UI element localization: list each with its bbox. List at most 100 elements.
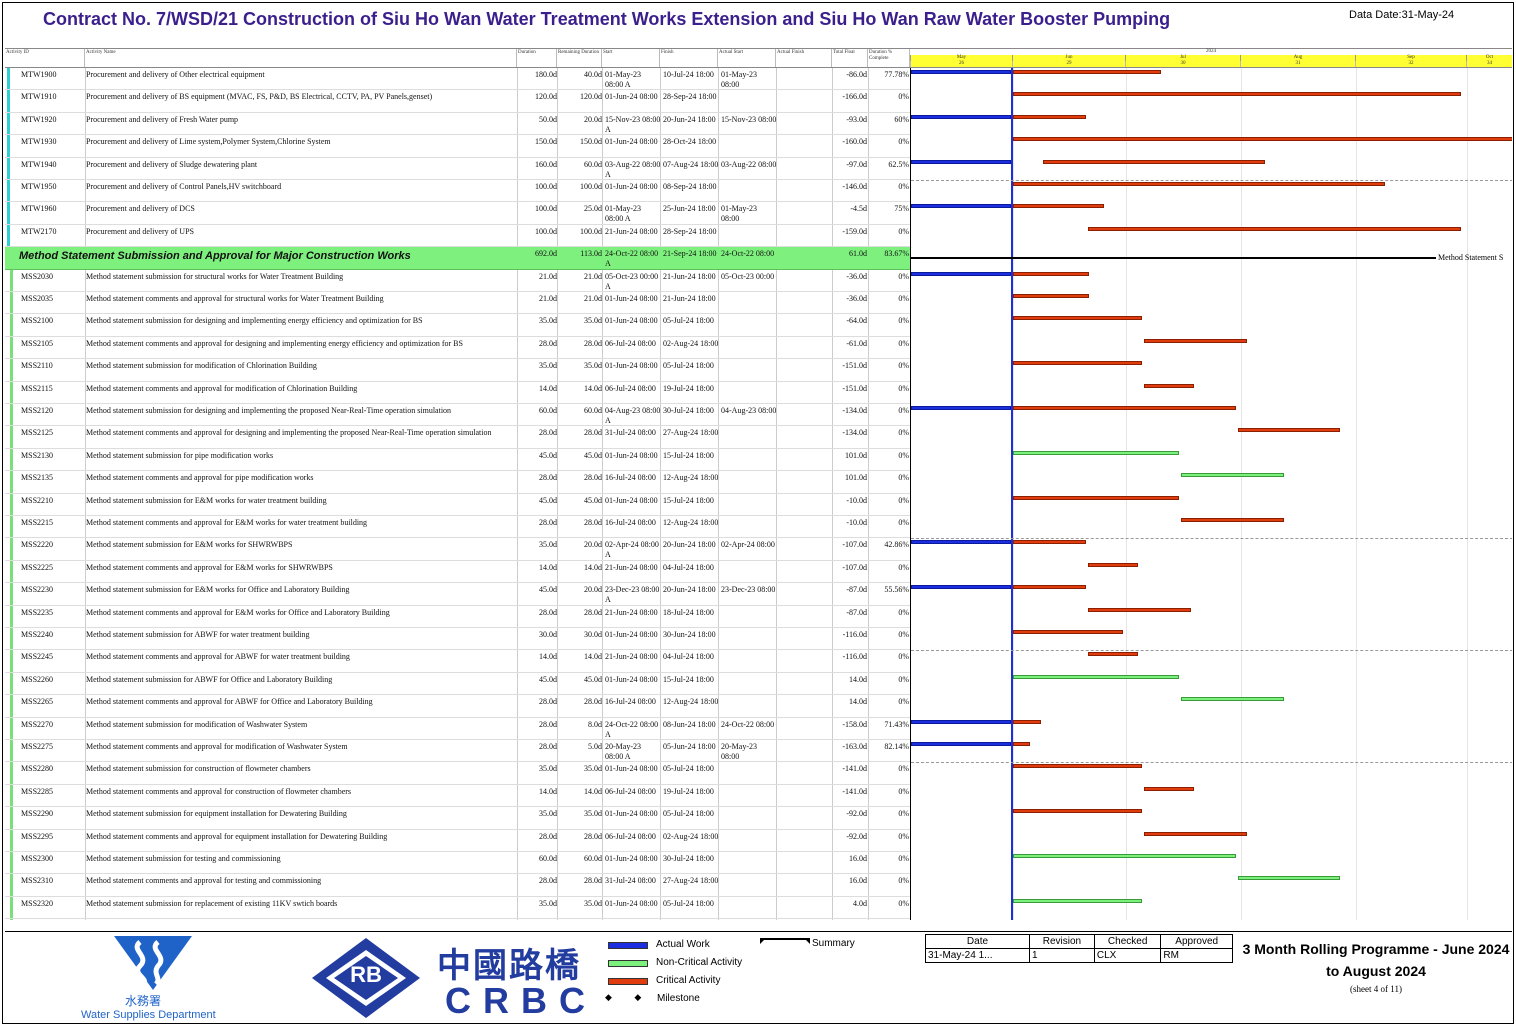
col-duration[interactable]: Duration [517,49,557,67]
table-row[interactable]: MSS2225 Method statement comments and app… [5,561,910,584]
activity-id: MSS2120 [21,406,54,415]
critical-activity-bar[interactable] [1088,226,1461,231]
critical-activity-bar[interactable] [1043,159,1265,164]
table-row[interactable]: MSS2220 Method statement submission for E… [5,538,910,561]
table-row[interactable]: MTW2170 Procurement and delivery of UPS 10… [5,225,910,248]
col-activity-name[interactable]: Activity Name [85,49,517,67]
critical-activity-bar[interactable] [1144,338,1247,343]
critical-activity-bar[interactable] [1013,294,1089,298]
critical-activity-bar[interactable] [1013,585,1086,590]
col-pct-complete[interactable]: Duration % Complete [868,49,910,67]
table-row[interactable]: MTW1930 Procurement and delivery of Lime … [5,135,910,158]
critical-activity-bar[interactable] [1238,428,1340,433]
table-row[interactable]: MTW1960 Procurement and delivery of DCS 10… [5,202,910,225]
actual-work-bar[interactable] [911,406,1011,410]
critical-activity-bar[interactable] [1013,809,1142,814]
critical-activity-bar[interactable] [1013,630,1123,634]
finish-date: 05-Jul-24 18:00 [663,809,714,819]
table-row[interactable]: MSS2135 Method statement comments and app… [5,471,910,494]
wbs-band-row[interactable]: Method Statement Submission and Approval… [5,247,910,270]
table-row[interactable]: MSS2110 Method statement submission for m… [5,359,910,382]
actual-work-bar[interactable] [911,719,1011,724]
actual-work-bar[interactable] [911,585,1011,590]
col-actual-finish[interactable]: Actual Finish [776,49,832,67]
noncritical-activity-bar[interactable] [1013,898,1142,903]
critical-activity-bar[interactable] [1013,92,1461,97]
table-row[interactable]: MSS2245 Method statement comments and app… [5,650,910,673]
table-row[interactable]: MSS2210 Method statement submission for E… [5,494,910,516]
critical-activity-bar[interactable] [1088,607,1191,612]
critical-activity-bar[interactable] [1088,562,1138,567]
actual-work-bar[interactable] [911,114,1011,119]
table-row[interactable]: MSS2295 Method statement comments and app… [5,830,910,852]
critical-activity-bar[interactable] [1013,764,1142,769]
table-row[interactable]: MSS2100 Method statement submission for d… [5,314,910,337]
critical-activity-bar[interactable] [1013,137,1512,142]
table-row[interactable]: MSS2310 Method statement comments and app… [5,874,910,897]
critical-activity-bar[interactable] [1013,406,1236,410]
noncritical-activity-bar[interactable] [1013,450,1179,455]
table-row[interactable]: MSS2120 Method statement submission for d… [5,404,910,427]
noncritical-activity-bar[interactable] [1013,674,1179,679]
actual-work-bar[interactable] [911,204,1011,209]
noncritical-activity-bar[interactable] [1238,876,1340,881]
critical-activity-bar[interactable] [1181,518,1284,522]
critical-activity-bar[interactable] [1013,361,1142,366]
noncritical-activity-bar[interactable] [1181,473,1284,478]
critical-activity-bar[interactable] [1013,114,1086,119]
critical-activity-bar[interactable] [1013,70,1161,74]
month-jun: Jun [1012,55,1125,61]
col-remaining-duration[interactable]: Remaining Duration [557,49,602,67]
table-row[interactable]: MTW1910 Procurement and delivery of BS eq… [5,90,910,113]
table-row[interactable]: MTW1900 Procurement and delivery of Other… [5,68,910,91]
critical-activity-bar[interactable] [1144,831,1247,836]
table-row[interactable]: MSS2285 Method statement comments and app… [5,785,910,808]
critical-activity-bar[interactable] [1013,271,1089,276]
critical-activity-bar[interactable] [1013,182,1385,186]
table-row[interactable]: MSS2130 Method statement submission for p… [5,449,910,472]
table-row[interactable]: MSS2320 Method statement submission for r… [5,897,910,920]
critical-activity-bar[interactable] [1144,786,1194,791]
critical-activity-bar[interactable] [1013,316,1142,321]
noncritical-activity-bar[interactable] [1181,697,1284,702]
col-start[interactable]: Start [602,49,660,67]
critical-activity-bar[interactable] [1013,742,1030,746]
actual-work-bar[interactable] [911,70,1011,74]
table-row[interactable]: MSS2030 Method statement submission for s… [5,270,910,292]
summary-bar[interactable] [911,257,1436,260]
critical-activity-bar[interactable] [1088,652,1138,657]
table-row[interactable]: MSS2260 Method statement submission for A… [5,673,910,696]
table-row[interactable]: MSS2125 Method statement comments and app… [5,426,910,449]
table-row[interactable]: MSS2290 Method statement submission for e… [5,807,910,830]
table-row[interactable]: MSS2275 Method statement comments and app… [5,740,910,763]
table-row[interactable]: MTW1940 Procurement and delivery of Sludg… [5,158,910,180]
finish-date: 05-Jul-24 18:00 [663,316,714,326]
noncritical-activity-bar[interactable] [1013,854,1236,858]
col-actual-start[interactable]: Actual Start [718,49,776,67]
table-row[interactable]: MSS2035 Method statement comments and app… [5,292,910,315]
col-finish[interactable]: Finish [660,49,718,67]
actual-work-bar[interactable] [911,540,1011,545]
table-row[interactable]: MSS2230 Method statement submission for E… [5,583,910,606]
table-row[interactable]: MSS2270 Method statement submission for m… [5,718,910,740]
critical-activity-bar[interactable] [1144,383,1194,388]
table-row[interactable]: MSS2280 Method statement submission for c… [5,762,910,785]
col-total-float[interactable]: Total Float [832,49,868,67]
col-activity-id[interactable]: Activity ID [5,49,85,67]
critical-activity-bar[interactable] [1013,204,1104,209]
table-row[interactable]: MSS2300 Method statement submission for t… [5,852,910,875]
table-row[interactable]: MSS2115 Method statement comments and app… [5,382,910,404]
table-row[interactable]: MSS2265 Method statement comments and app… [5,695,910,718]
table-row[interactable]: MSS2105 Method statement comments and app… [5,337,910,360]
table-row[interactable]: MTW1920 Procurement and delivery of Fresh… [5,113,910,136]
table-row[interactable]: MTW1950 Procurement and delivery of Contr… [5,180,910,203]
actual-work-bar[interactable] [911,271,1011,276]
actual-work-bar[interactable] [911,159,1011,164]
critical-activity-bar[interactable] [1013,540,1086,545]
critical-activity-bar[interactable] [1013,495,1179,500]
actual-work-bar[interactable] [911,742,1011,746]
table-row[interactable]: MSS2235 Method statement comments and app… [5,606,910,628]
table-row[interactable]: MSS2240 Method statement submission for A… [5,628,910,651]
critical-activity-bar[interactable] [1013,719,1041,724]
table-row[interactable]: MSS2215 Method statement comments and app… [5,516,910,539]
